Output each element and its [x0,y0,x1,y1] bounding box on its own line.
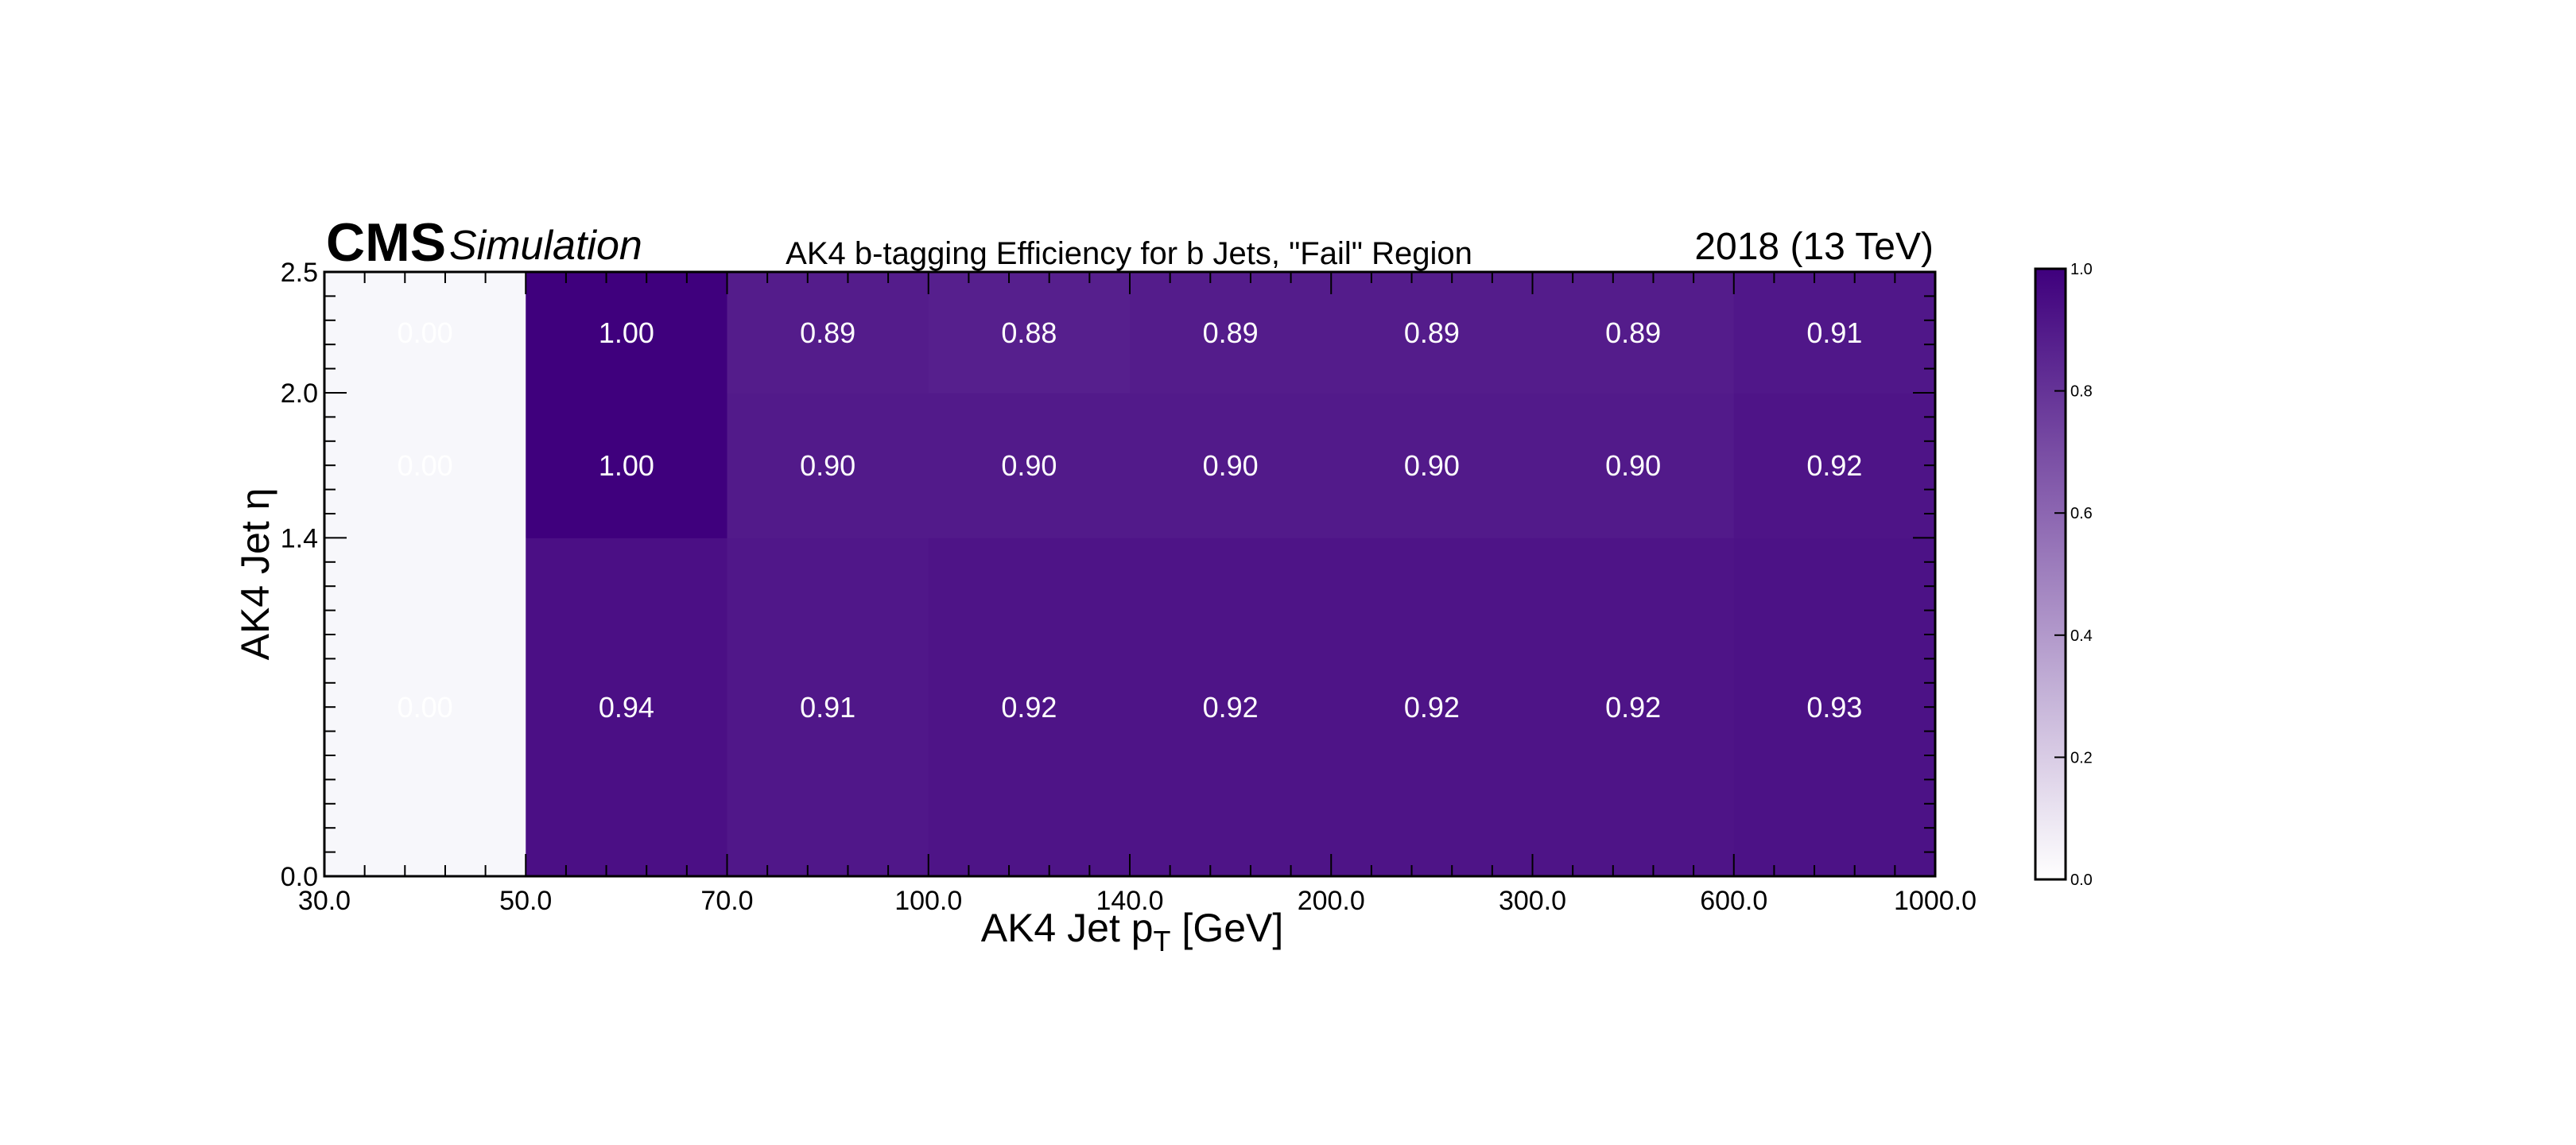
heatmap-cell [1733,272,1936,394]
x-tick-label: 200.0 [1298,886,1365,916]
x-tick-label: 140.0 [1096,886,1163,916]
cms-label: CMS [326,212,446,273]
cell-value-label: 1.00 [599,449,654,482]
cell-value-label: 1.00 [599,316,654,349]
colorbar-tick-label: 0.8 [2070,383,2093,401]
colorbar-tick-label: 0.0 [2070,871,2093,889]
colorbar-tick-label: 1.0 [2070,261,2093,278]
colorbar-tick-label: 0.2 [2070,749,2093,767]
y-tick-label: 0.0 [281,862,318,892]
cell-value-label: 0.92 [1001,691,1057,724]
heatmap-cell [1130,272,1332,394]
heatmap-cell [526,272,727,394]
heatmap-cell [928,393,1131,538]
cell-value-label: 0.90 [800,449,855,482]
heatmap-cell [727,272,929,394]
simulation-label: Simulation [449,223,642,269]
cell-value-label: 0.00 [398,316,453,349]
heatmap-cell [928,538,1131,877]
x-axis-ticks [324,272,1936,876]
cell-value-label: 0.92 [1605,691,1661,724]
heatmap-cell [1532,393,1735,538]
heatmap-cell [324,272,526,394]
heatmap-cell [1331,272,1533,394]
cell-value-label: 0.91 [800,691,855,724]
heatmap-cell [324,393,526,538]
chart-title: AK4 b-tagging Efficiency for b Jets, "Fa… [786,236,1472,271]
colorbar [2034,267,2067,881]
cell-value-label: 0.91 [1806,316,1862,349]
heatmap-cell [526,393,727,538]
heatmap-cells [324,272,1936,877]
colorbar-tick-label: 0.4 [2070,627,2093,645]
cell-value-label: 0.89 [1605,316,1661,349]
x-tick-label: 300.0 [1499,886,1566,916]
lumi-label: 2018 (13 TeV) [1694,226,1934,268]
cell-value-label: 0.92 [1806,449,1862,482]
cell-value-label: 0.90 [1001,449,1057,482]
y-tick-label: 2.5 [281,258,318,288]
cell-value-label: 0.92 [1203,691,1259,724]
cell-value-label: 0.89 [1203,316,1259,349]
cell-value-label: 0.94 [599,691,654,724]
cell-value-label: 0.90 [1203,449,1259,482]
heatmap-cell [727,393,929,538]
y-axis-label: AK4 Jet η [233,488,277,661]
cell-value-label: 0.00 [398,691,453,724]
heatmap-cell [727,538,929,877]
x-tick-label: 600.0 [1700,886,1767,916]
cell-value-label: 0.88 [1001,316,1057,349]
colorbar-tick-label: 0.6 [2070,505,2093,522]
heatmap-cell [928,272,1131,394]
heatmap-cell [1331,538,1533,877]
cell-value-label: 0.89 [800,316,855,349]
x-axis-label: AK4 Jet pT [GeV] [981,906,1284,957]
heatmap-cell [1130,393,1332,538]
x-axis-tick-labels: 30.0 50.0 70.0 100.0 140.0 200.0 300.0 600.0 100… [298,886,1977,916]
y-tick-label: 2.0 [281,378,318,409]
x-tick-label: 70.0 [700,886,753,916]
heatmap-cell [1130,538,1332,877]
cell-value-label: 0.93 [1806,691,1862,724]
heatmap-cell [1532,538,1735,877]
y-axis-tick-labels: 0.0 1.4 2.0 2.5 [281,258,318,892]
y-axis-ticks [324,271,1935,877]
x-tick-label: 1000.0 [1894,886,1977,916]
y-tick-label: 1.4 [281,523,318,553]
heatmap-cell [1532,272,1735,394]
cell-value-label: 0.90 [1605,449,1661,482]
heatmap-cell [324,538,526,877]
cell-value-label: 0.92 [1404,691,1460,724]
x-tick-label: 30.0 [298,886,351,916]
heatmap-cell-labels: 0.00 0.94 0.91 0.92 0.92 0.92 0.92 0.93 0.00 1.00… [398,316,1863,724]
colorbar-ticks [2054,268,2066,880]
colorbar-tick-labels: 0.0 0.2 0.4 0.6 0.8 1.0 [2070,261,2093,889]
cell-value-label: 0.00 [398,449,453,482]
x-tick-label: 50.0 [499,886,552,916]
cell-value-label: 0.90 [1404,449,1460,482]
cell-value-label: 0.89 [1404,316,1460,349]
x-tick-label: 100.0 [894,886,962,916]
heatmap-cell [1331,393,1533,538]
heatmap-cell [1733,393,1936,538]
heatmap-cell [1733,538,1936,877]
heatmap-cell [526,538,727,877]
